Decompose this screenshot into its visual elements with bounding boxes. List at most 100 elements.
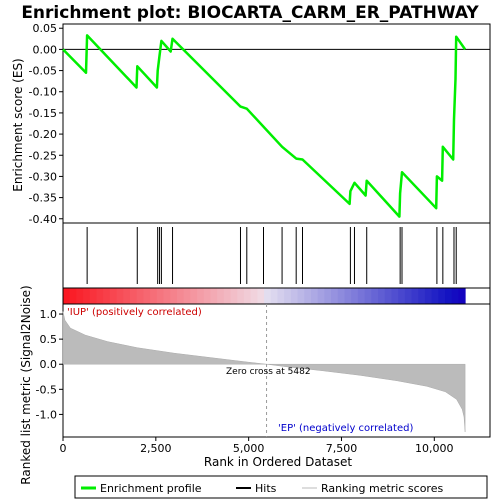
- band-segment: [451, 288, 459, 304]
- x-tick-label: 7,500: [326, 442, 358, 455]
- negative-correlation-label: 'EP' (negatively correlated): [278, 423, 413, 434]
- es-y-tick-label: -0.30: [29, 170, 57, 183]
- metric-y-tick-label: 0.0: [40, 358, 58, 371]
- band-segment: [351, 288, 359, 304]
- metric-axis-label: Ranked list metric (Signal2Noise): [19, 285, 33, 484]
- es-y-tick-label: -0.35: [29, 192, 57, 205]
- band-segment: [284, 288, 292, 304]
- band-segment: [163, 288, 171, 304]
- band-segment: [438, 288, 446, 304]
- band-segment: [109, 288, 118, 304]
- chart-title: Enrichment plot: BIOCARTA_CARM_ER_PATHWA…: [21, 3, 479, 23]
- band-segment: [398, 288, 406, 304]
- band-segment: [304, 288, 312, 304]
- band-segment: [257, 288, 265, 304]
- band-segment: [237, 288, 245, 304]
- band-segment: [344, 288, 352, 304]
- band-segment: [183, 288, 191, 304]
- zero-cross-label: Zero cross at 5482: [226, 367, 311, 377]
- band-segment: [331, 288, 339, 304]
- legend-hits-label: Hits: [255, 482, 277, 495]
- es-y-tick-label: -0.40: [29, 213, 57, 226]
- band-segment: [170, 288, 178, 304]
- band-segment: [277, 288, 285, 304]
- metric-panel: 1.0 0.5 0.0 -0.5 -1.0 0 2,500 5,000 7,500 10,000: [36, 303, 491, 455]
- band-segment: [143, 288, 151, 304]
- es-y-tick-label: -0.15: [29, 107, 57, 120]
- legend: Enrichment profile Hits Ranking metric s…: [74, 475, 488, 499]
- band-segment: [290, 288, 299, 304]
- es-y-tick-label: -0.10: [29, 86, 57, 99]
- band-segment: [317, 288, 325, 304]
- band-segment: [63, 288, 71, 304]
- band-segment: [310, 288, 319, 304]
- band-segment: [458, 288, 466, 304]
- band-segment: [130, 288, 138, 304]
- band-segment: [424, 288, 433, 304]
- band-segment: [243, 288, 252, 304]
- hits-frame: [62, 222, 491, 289]
- band-segment: [418, 288, 426, 304]
- x-tick-label: 5,000: [233, 442, 265, 455]
- band-segment: [197, 288, 205, 304]
- band-segment: [203, 288, 211, 304]
- band-segment: [411, 288, 419, 304]
- ranking-color-band: [62, 287, 491, 305]
- es-panel: 0.05 0.00 -0.05 -0.10 -0.15 -0.20 -0.25 -0.30 -0…: [29, 22, 491, 226]
- band-segment: [96, 288, 104, 304]
- es-y-tick-label: 0.05: [33, 22, 58, 35]
- band-segment: [250, 288, 258, 304]
- band-segment: [210, 288, 218, 304]
- band-segment: [384, 288, 392, 304]
- band-segment: [324, 288, 332, 304]
- positive-correlation-label: 'IUP' (positively correlated): [67, 307, 202, 318]
- band-segment: [123, 288, 131, 304]
- band-segment: [404, 288, 413, 304]
- band-segment: [371, 288, 379, 304]
- legend-metric-label: Ranking metric scores: [321, 482, 443, 495]
- legend-profile-label: Enrichment profile: [100, 482, 202, 495]
- es-y-tick-label: -0.05: [29, 65, 57, 78]
- metric-y-tick-label: 1.0: [40, 308, 58, 321]
- band-segment: [217, 288, 225, 304]
- band-segment: [270, 288, 278, 304]
- band-segment: [103, 288, 111, 304]
- band-segment: [69, 288, 77, 304]
- es-plot-frame: [62, 23, 491, 224]
- es-y-tick-label: 0.00: [33, 43, 58, 56]
- es-axis-label: Enrichment score (ES): [11, 58, 25, 191]
- legend-box: [74, 475, 488, 499]
- metric-y-tick-label: -1.0: [36, 408, 57, 421]
- band-segment: [431, 288, 439, 304]
- band-segment: [445, 288, 453, 304]
- band-segment: [230, 288, 238, 304]
- band-segment: [76, 288, 84, 304]
- x-tick-label: 0: [60, 442, 67, 455]
- band-segment: [156, 288, 165, 304]
- x-tick-label: 10,000: [415, 442, 454, 455]
- band-segment: [297, 288, 305, 304]
- band-segment: [190, 288, 198, 304]
- band-segment: [357, 288, 366, 304]
- band-segment: [176, 288, 185, 304]
- x-axis-label: Rank in Ordered Dataset: [204, 455, 352, 469]
- es-y-tick-label: -0.25: [29, 149, 57, 162]
- ranking-metric-area: [62, 311, 466, 433]
- band-segment: [223, 288, 232, 304]
- metric-y-tick-label: 0.5: [40, 333, 58, 346]
- x-tick-label: 2,500: [140, 442, 172, 455]
- band-segment: [391, 288, 399, 304]
- hits-panel: [62, 222, 491, 289]
- band-segment: [116, 288, 124, 304]
- band-segment: [89, 288, 98, 304]
- band-segment: [377, 288, 386, 304]
- band-segment: [264, 288, 272, 304]
- metric-y-tick-label: -0.5: [36, 383, 57, 396]
- band-segment: [364, 288, 372, 304]
- es-y-tick-label: -0.20: [29, 128, 57, 141]
- enrichment-profile-line: [62, 34, 467, 218]
- band-segment: [150, 288, 158, 304]
- band-segment: [337, 288, 345, 304]
- band-segment: [83, 288, 91, 304]
